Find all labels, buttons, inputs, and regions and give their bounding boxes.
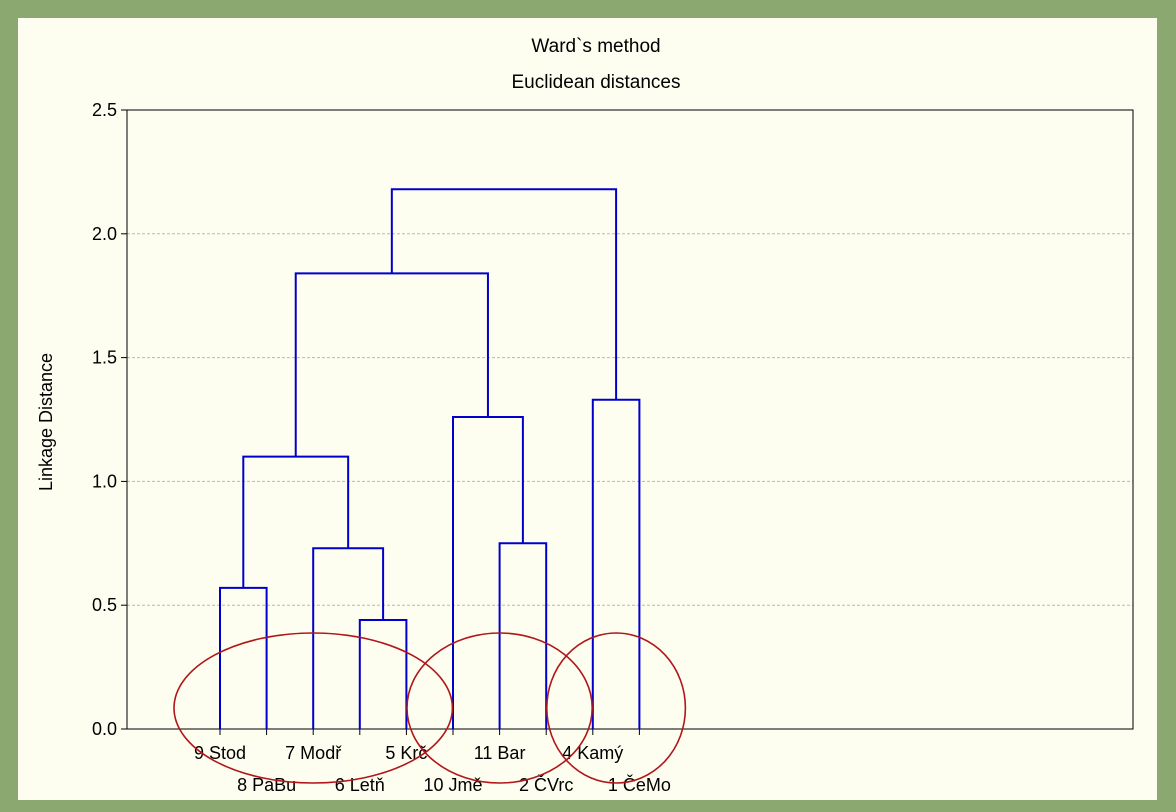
leaf-label: 11 Bar [474,743,526,763]
y-tick-label: 0.0 [92,719,117,739]
dendrogram-link [219,586,268,729]
chart-subtitle: Euclidean distances [512,72,681,93]
chart-panel [18,18,1157,800]
leaf-label: 7 Modř [285,743,342,763]
y-axis-label: Linkage Distance [36,353,56,491]
leaf-label: 9 Stod [194,743,246,763]
leaf-label: 8 PaBu [237,775,296,795]
cluster-highlight-ellipse [545,632,687,784]
dendrogram-link [498,542,548,729]
dendrogram-link [242,455,350,588]
cluster-highlight-ellipse [173,632,454,784]
chart-title: Ward`s method [531,36,660,57]
y-tick-label: 1.5 [92,348,117,368]
leaf-label: 1 ČeMo [608,774,671,795]
dendrogram-link [294,272,489,457]
dendrogram-link [390,188,618,400]
dendrogram-link [312,547,385,729]
y-tick-label: 2.0 [92,224,117,244]
y-tick-label: 1.0 [92,471,117,491]
leaf-label: 4 Kamý [562,743,623,763]
leaf-label: 2 ČVrc [519,774,573,795]
dendrogram-link [591,398,641,729]
y-tick-label: 2.5 [92,100,117,120]
cluster-highlight-ellipse [406,632,593,784]
dendrogram-link [452,416,524,729]
plot-area-border [126,109,1134,730]
y-tick-label: 0.5 [92,595,117,615]
dendrogram-link [358,619,408,729]
leaf-label: 5 Krč [385,743,427,763]
leaf-label: 10 Jmě [423,775,482,795]
